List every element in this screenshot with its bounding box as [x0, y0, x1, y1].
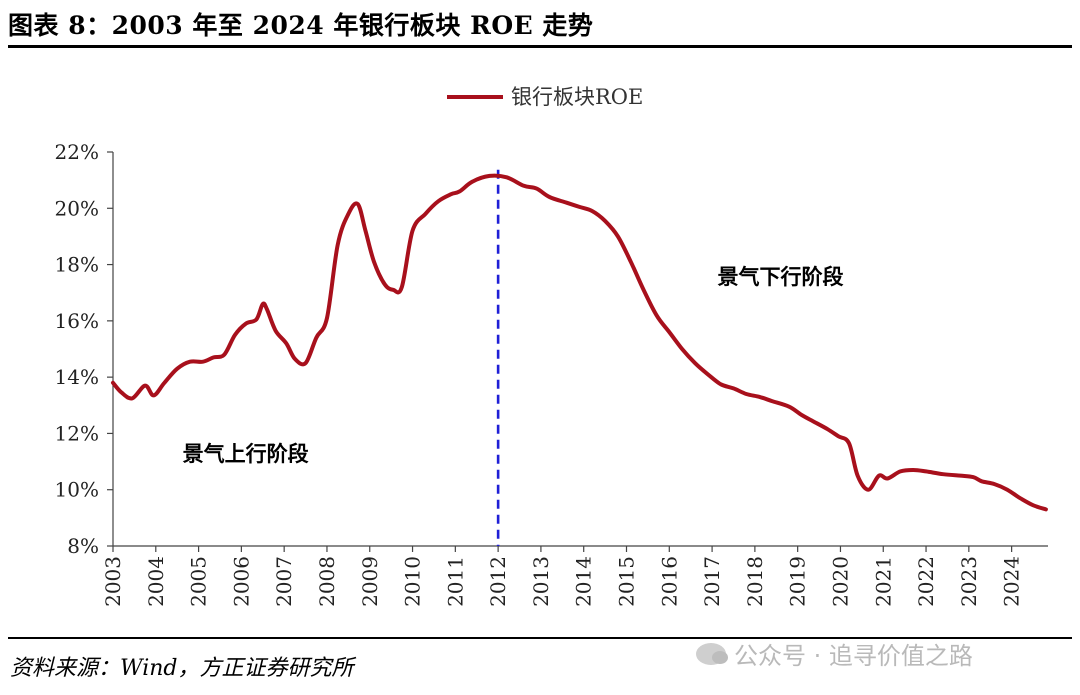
y-tick-label: 18% — [55, 253, 99, 277]
x-tick-label: 2012 — [486, 556, 510, 607]
x-tick-label: 2003 — [101, 556, 125, 607]
y-tick-label: 12% — [55, 421, 99, 445]
title-divider — [8, 45, 1072, 48]
x-tick-label: 2020 — [828, 556, 852, 607]
annotation-down: 景气下行阶段 — [718, 264, 844, 289]
x-tick-label: 2017 — [700, 556, 724, 607]
y-tick-label: 16% — [55, 309, 99, 333]
x-tick-label: 2008 — [315, 556, 339, 607]
y-tick-label: 10% — [55, 478, 99, 502]
legend-label: 银行板块ROE — [511, 85, 643, 109]
y-tick-label: 8% — [67, 534, 99, 558]
x-tick-label: 2005 — [187, 556, 211, 607]
watermark: 公众号 · 追寻价值之路 — [696, 636, 973, 671]
chart-legend: 银行板块ROE — [447, 85, 643, 109]
x-tick-label: 2019 — [786, 556, 810, 607]
annotation-up: 景气上行阶段 — [183, 441, 309, 466]
x-tick-label: 2024 — [1000, 556, 1024, 607]
x-tick-label: 2014 — [572, 556, 596, 607]
source-note: 资料来源：Wind，方正证券研究所 — [10, 656, 354, 681]
x-tick-label: 2022 — [914, 556, 938, 607]
x-axis: 2003 2004 2005 2006 2007 2008 2009 2010 2011 2012… — [101, 545, 1048, 607]
x-tick-label: 2015 — [615, 556, 639, 607]
x-tick-label: 2009 — [358, 556, 382, 607]
x-tick-label: 2004 — [144, 556, 168, 607]
x-tick-label: 2021 — [871, 556, 895, 607]
y-axis: 8% 10% 12% 14% 16% 18% 20% 22% — [55, 140, 114, 558]
y-tick-label: 22% — [55, 140, 99, 164]
x-tick-label: 2006 — [229, 556, 253, 607]
x-tick-label: 2023 — [957, 556, 981, 607]
x-tick-label: 2018 — [743, 556, 767, 607]
y-tick-label: 20% — [55, 196, 99, 220]
watermark-text: 公众号 · 追寻价值之路 — [734, 642, 973, 670]
y-tick-label: 14% — [55, 365, 99, 389]
x-tick-label: 2011 — [443, 556, 467, 607]
page-title: 图表 8：2003 年至 2024 年银行板块 ROE 走势 — [8, 11, 594, 40]
wechat-icon — [696, 642, 728, 665]
x-tick-label: 2013 — [529, 556, 553, 607]
series-line-bank-roe — [111, 173, 1048, 512]
chart-annotations: 景气上行阶段 景气下行阶段 — [183, 264, 844, 466]
x-tick-label: 2010 — [401, 556, 425, 607]
x-tick-label: 2007 — [272, 556, 296, 607]
footer-divider — [8, 637, 1072, 639]
x-tick-label: 2016 — [657, 556, 681, 607]
roe-line-chart: 银行板块ROE 8% 10% 12% 14% 16% 18% 20% 22% 2003 2004… — [55, 85, 1048, 607]
